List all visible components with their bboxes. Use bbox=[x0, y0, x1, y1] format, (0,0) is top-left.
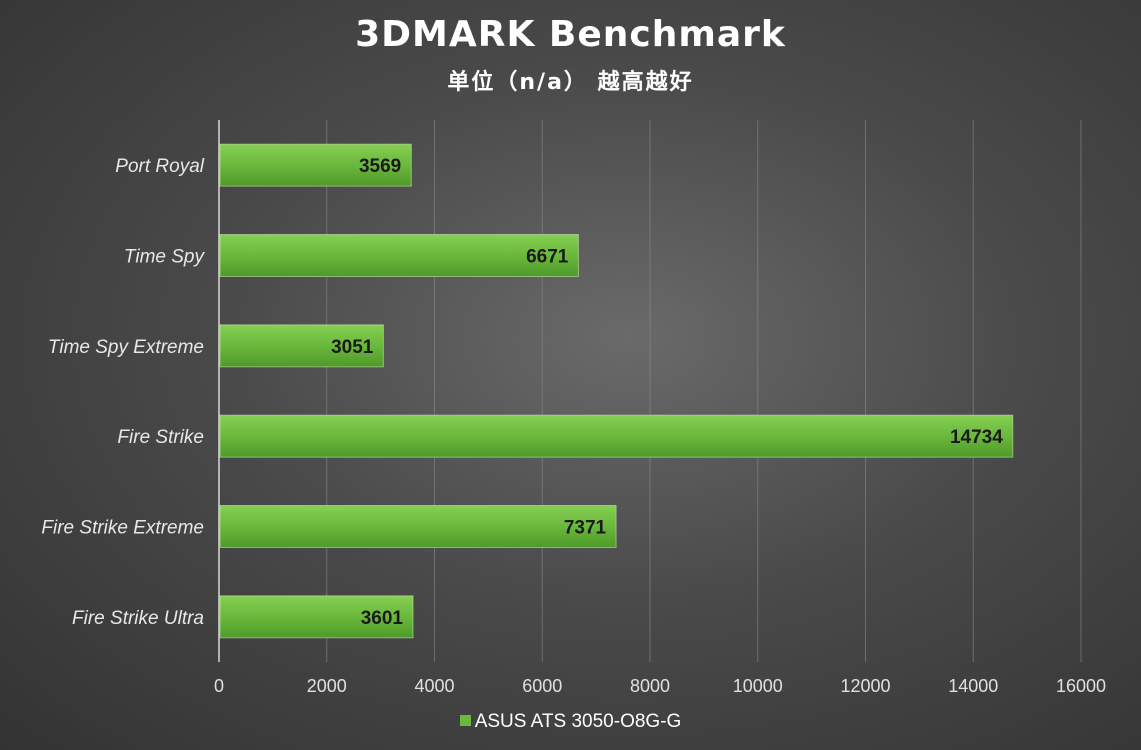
y-tick-label-fire-strike-extreme: Fire Strike Extreme bbox=[41, 518, 204, 539]
bar-time-spy-extreme bbox=[219, 324, 384, 368]
bar-fire-strike-ultra bbox=[219, 595, 414, 639]
data-label-fire-strike-extreme: 7371 bbox=[564, 518, 607, 539]
data-label-fire-strike: 14734 bbox=[950, 427, 1003, 448]
x-tick-label-10000: 10000 bbox=[733, 676, 783, 696]
x-tick-label-16000: 16000 bbox=[1056, 676, 1106, 696]
y-tick-label-fire-strike-ultra: Fire Strike Ultra bbox=[72, 608, 204, 629]
data-label-time-spy: 6671 bbox=[526, 247, 569, 268]
x-tick-label-6000: 6000 bbox=[522, 676, 562, 696]
x-tick-label-12000: 12000 bbox=[840, 676, 890, 696]
legend: ASUS ATS 3050-O8G-G bbox=[0, 711, 1141, 733]
legend-swatch bbox=[459, 715, 471, 726]
chart-title: 3DMARK Benchmark bbox=[355, 14, 786, 55]
axes: 0 2000 4000 6000 8000 10000 12000 14000 16000 Por… bbox=[41, 120, 1106, 696]
x-tick-label-2000: 2000 bbox=[307, 676, 347, 696]
bar-port-royal bbox=[219, 143, 412, 187]
data-label-fire-strike-ultra: 3601 bbox=[361, 608, 404, 629]
bars: 3569 6671 3051 14734 7371 3601 bbox=[219, 143, 1014, 639]
x-tick-label-8000: 8000 bbox=[630, 676, 670, 696]
bar-fire-strike-extreme bbox=[219, 505, 617, 548]
x-tick-label-14000: 14000 bbox=[948, 676, 998, 696]
data-label-time-spy-extreme: 3051 bbox=[331, 337, 374, 358]
gridlines bbox=[326, 120, 1082, 662]
bar-fire-strike bbox=[219, 414, 1014, 458]
bar-time-spy bbox=[219, 234, 579, 277]
y-tick-label-fire-strike: Fire Strike bbox=[117, 427, 204, 448]
y-tick-label-time-spy: Time Spy bbox=[124, 247, 206, 268]
y-tick-label-time-spy-extreme: Time Spy Extreme bbox=[48, 337, 204, 358]
legend-label: ASUS ATS 3050-O8G-G bbox=[474, 711, 682, 732]
y-tick-label-port-royal: Port Royal bbox=[115, 156, 204, 177]
data-label-port-royal: 3569 bbox=[359, 156, 401, 177]
chart-subtitle: 单位（n/a） 越高越好 bbox=[447, 70, 694, 95]
x-tick-label-0: 0 bbox=[214, 676, 224, 696]
x-tick-label-4000: 4000 bbox=[414, 676, 454, 696]
